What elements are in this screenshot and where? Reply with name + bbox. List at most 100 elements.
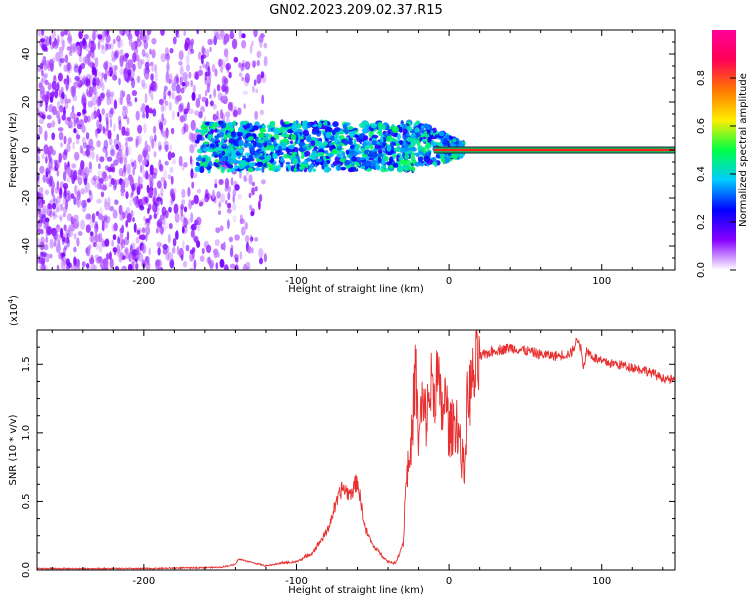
spectrogram-cell	[197, 69, 204, 77]
spectrogram-cell	[159, 226, 165, 234]
spectrogram-cell	[39, 203, 43, 209]
spectrogram-cell	[104, 214, 108, 222]
spectrogram-cell	[376, 153, 384, 158]
spectrogram-cell	[212, 104, 217, 110]
spectrogram-cell	[39, 165, 45, 174]
spectrogram-cell	[181, 199, 186, 205]
spectrogram-cell	[255, 125, 259, 130]
x-tick-label: -200	[132, 576, 155, 587]
spectrogram-cell	[196, 30, 200, 35]
spectrogram-cell	[218, 153, 223, 159]
spectrogram-cell	[204, 77, 207, 85]
spectrogram-cell	[311, 130, 318, 135]
spectrogram-cell	[160, 53, 167, 63]
spectrogram-cell	[145, 170, 149, 180]
spectrogram-cell	[64, 101, 69, 110]
spectrogram-cell	[254, 186, 258, 192]
spectrogram-cell	[125, 246, 128, 254]
spectrogram-cell	[244, 221, 248, 230]
spectrogram-cell	[127, 145, 132, 156]
spectrogram-cell	[438, 131, 445, 137]
spectrogram-cell	[98, 163, 101, 170]
spectrogram-cell	[267, 129, 272, 133]
spectrogram-cell	[190, 224, 195, 231]
spectrogram-cell	[116, 35, 121, 42]
spectrogram-cell	[402, 139, 407, 147]
spectrogram-cell	[44, 79, 49, 86]
spectrogram-cell	[445, 134, 449, 139]
spectrogram-cell	[182, 81, 186, 87]
spectrogram-cell	[91, 151, 95, 160]
spectrogram-cell	[229, 32, 235, 40]
spectrogram-cell	[303, 160, 308, 165]
spectrogram-cell	[141, 244, 147, 254]
spectrogram-cell	[62, 212, 66, 218]
spectrogram-cell	[262, 136, 269, 141]
spectrogram-cell	[76, 116, 80, 126]
spectrogram-cell	[68, 227, 72, 238]
spectrogram-cell	[412, 132, 416, 140]
spectrogram-cell	[103, 73, 108, 80]
spectrogram-cell	[415, 120, 421, 126]
spectrogram-cell	[257, 138, 265, 144]
spectrogram-cell	[123, 71, 128, 82]
spectrogram-cell	[414, 161, 421, 167]
spectrogram-cell	[392, 138, 398, 143]
spectrogram-cell	[364, 144, 371, 150]
spectrogram-cell	[199, 65, 202, 70]
spectrogram-cell	[39, 99, 43, 108]
spectrogram-cell	[298, 147, 305, 152]
spectrogram-cell	[109, 94, 114, 105]
spectrogram-cell	[359, 157, 365, 161]
spectrogram-cell	[144, 93, 148, 104]
spectrogram-cell	[167, 151, 172, 161]
snr-scale-close: )	[9, 295, 20, 299]
spectrogram-cell	[101, 108, 105, 116]
spectrogram-cell	[92, 77, 97, 88]
spectrogram-cell	[234, 257, 239, 263]
spectrogram-cell	[183, 108, 189, 115]
spectrogram-cell	[69, 121, 73, 126]
spectrogram-cell	[74, 219, 80, 229]
spectrogram-cell	[284, 134, 291, 138]
spectrogram-cell	[282, 138, 288, 142]
spectrogram-cell	[248, 174, 253, 185]
spectrogram-cell	[80, 188, 86, 195]
spectrogram-cell	[238, 126, 245, 133]
spectrogram-cell	[59, 105, 64, 113]
spectrogram-cell	[49, 35, 52, 46]
spectrogram-cell	[417, 156, 424, 162]
spectrogram-cell	[111, 50, 115, 60]
spectrogram-cell	[63, 224, 67, 231]
spectrogram-cell	[220, 193, 226, 203]
spectrogram-cell	[128, 251, 132, 263]
spectrogram-cell	[66, 177, 70, 183]
spectrogram-cell	[178, 50, 184, 61]
spectrogram-cell	[108, 62, 113, 72]
spectrogram-cell	[255, 88, 258, 94]
spectrogram-cell	[54, 159, 58, 165]
spectrogram-cell	[60, 86, 64, 93]
spectrogram-cell	[213, 162, 217, 167]
spectrogram-cell	[90, 177, 97, 186]
spectrogram-cell	[186, 64, 190, 72]
spectrogram-cell	[184, 123, 189, 133]
spectrogram-cell	[124, 210, 128, 219]
spectrogram-cell	[97, 34, 103, 40]
spectrogram-cell	[55, 224, 61, 233]
spectrogram-cell	[207, 134, 212, 141]
spectrogram-cell	[47, 82, 52, 91]
spectrogram-cell	[194, 74, 198, 80]
spectrogram-cell	[88, 189, 92, 196]
spectrogram-cell	[239, 148, 244, 154]
spectrogram-cell	[196, 216, 202, 226]
spectrogram-cell	[85, 149, 91, 157]
x-tick-label: -200	[132, 276, 155, 287]
spectrogram-cell	[292, 158, 298, 166]
spectrogram-cell	[135, 138, 138, 148]
spectrogram-cell	[37, 133, 40, 141]
spectrogram-cell	[322, 121, 328, 126]
spectrogram-cell	[224, 177, 230, 189]
spectrogram-cell	[98, 232, 103, 243]
spectrogram-cell	[103, 257, 109, 267]
